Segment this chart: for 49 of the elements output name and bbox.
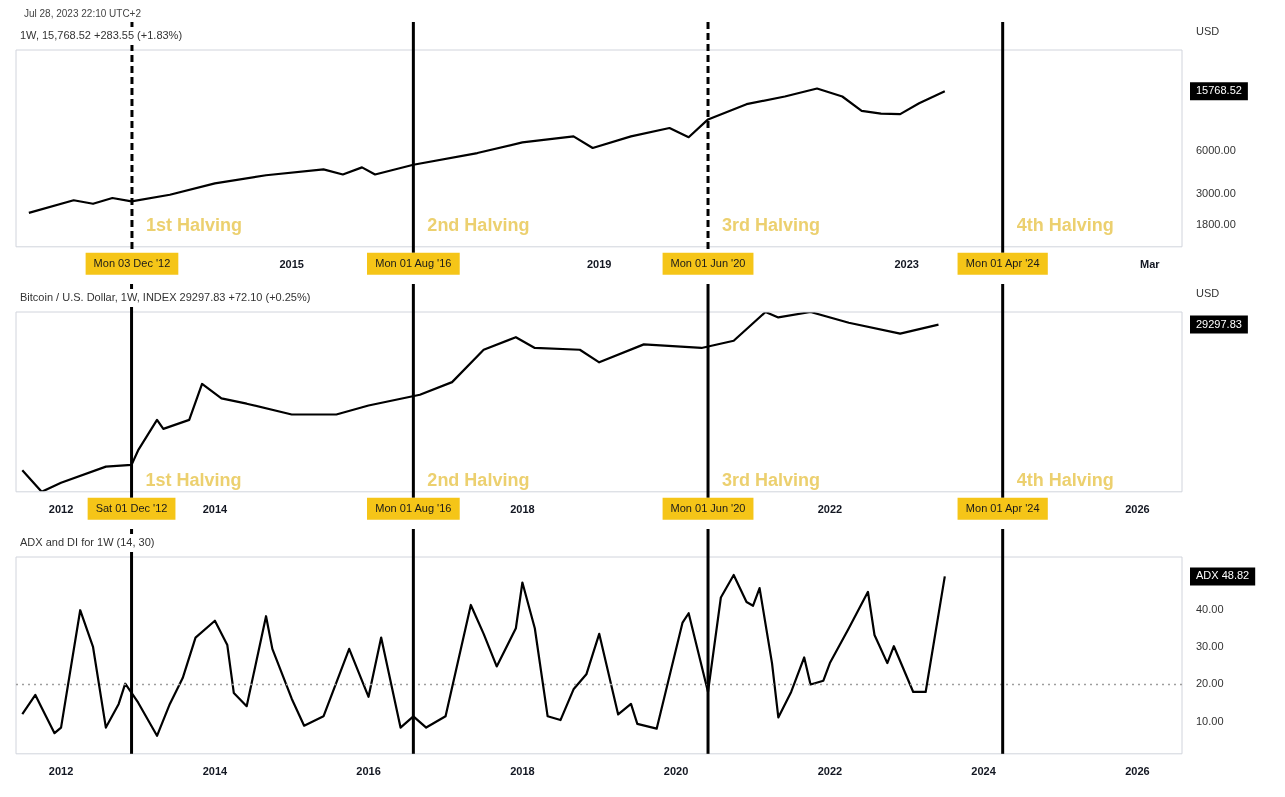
y-axis-title: USD <box>1196 24 1220 37</box>
chart-subtitle: Jul 28, 2023 22:10 UTC+2 <box>23 8 143 21</box>
annotation: 2nd Halving <box>427 214 530 235</box>
x-tick-label: 2014 <box>202 503 228 516</box>
x-tick-label: 2012 <box>48 765 74 778</box>
ref-line-label: Mon 01 Aug '16 <box>375 256 452 269</box>
x-tick-label: 2024 <box>971 765 997 778</box>
x-tick-label: 2026 <box>1125 765 1150 778</box>
x-tick-label: Mar <box>1140 258 1161 271</box>
annotation: 4th Halving <box>1016 214 1114 235</box>
x-tick-label: 2015 <box>279 258 304 271</box>
y-tick-label: 20.00 <box>1196 677 1224 690</box>
x-tick-label: 2022 <box>817 503 843 516</box>
x-tick-label: 2019 <box>586 258 612 271</box>
x-tick-label: 2014 <box>202 765 228 778</box>
ref-line-label: Mon 01 Apr '24 <box>965 501 1040 514</box>
annotation: 1st Halving <box>145 469 242 490</box>
y-tick-label: 3000.00 <box>1196 186 1236 199</box>
x-tick-label: 2018 <box>510 765 535 778</box>
x-tick-label: 2023 <box>894 258 919 271</box>
y-tick-label: 6000.00 <box>1196 143 1236 156</box>
x-tick-label: 2022 <box>817 765 843 778</box>
text: ADX 48.82 <box>1196 569 1250 582</box>
annotation: 1st Halving <box>145 214 242 235</box>
ref-line-label: Mon 03 Dec '12 <box>93 256 171 269</box>
ref-line-label: Mon 01 Aug '16 <box>375 501 452 514</box>
y-axis-title: USD <box>1196 286 1220 299</box>
y-tick-label: 40.00 <box>1196 602 1224 615</box>
ref-line-label: Mon 01 Jun '20 <box>670 501 746 514</box>
chart-title: Bitcoin / U.S. Dollar, 1W, INDEX 29297.83 +72.10 (+0.25%) <box>20 291 311 304</box>
annotation: 2nd Halving <box>427 469 530 490</box>
x-tick-label: 2018 <box>510 503 535 516</box>
y-tick-label: 30.00 <box>1196 640 1224 652</box>
ref-line-label: Sat 01 Dec '12 <box>95 501 168 514</box>
x-tick-label: 2020 <box>663 765 689 778</box>
x-tick-label: 2012 <box>48 503 74 516</box>
annotation: 3rd Halving <box>722 469 821 490</box>
y-tick-label: 10.00 <box>1196 714 1224 727</box>
x-tick-label: 2026 <box>1125 503 1150 516</box>
x-tick-label: 2016 <box>356 765 381 778</box>
text: 29297.83 <box>1196 317 1242 330</box>
chart-title: 1W, 15,768.52 +283.55 (+1.83%) <box>20 29 183 42</box>
ref-line-label: Mon 01 Apr '24 <box>965 256 1040 269</box>
ref-line-label: Mon 01 Jun '20 <box>670 256 746 269</box>
text: 15768.52 <box>1196 84 1242 97</box>
y-tick-label: 1800.00 <box>1196 218 1236 231</box>
annotation: 4th Halving <box>1016 469 1114 490</box>
chart-title: ADX and DI for 1W (14, 30) <box>20 536 155 549</box>
annotation: 3rd Halving <box>722 214 821 235</box>
